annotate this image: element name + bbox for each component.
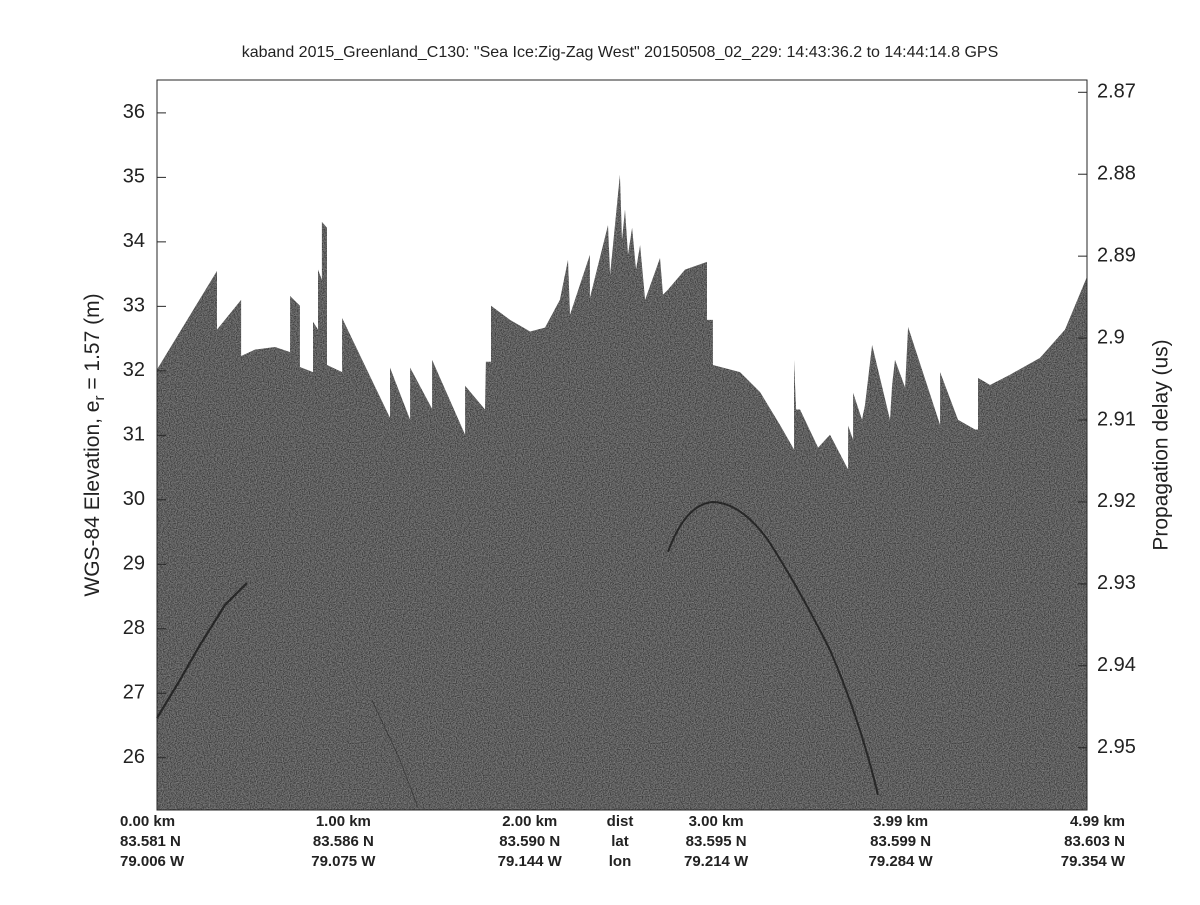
lon-label: 79.214 W [684,853,749,870]
lat-label: 83.586 N [313,833,374,850]
y2-tick-label: 2.88 [1097,163,1136,185]
y-label-subscript: r [91,396,108,401]
lat-label: 83.599 N [870,833,931,850]
y-tick-label: 29 [123,553,145,575]
row-label: lon [609,853,632,870]
y-tick-label: 30 [123,488,145,510]
y-tick-label: 31 [123,424,145,446]
lon-label: 79.284 W [869,853,934,870]
x-tick-label: 2.00 km [502,813,557,830]
x-tick-label: 4.99 km [1070,813,1125,830]
x-tick-label: 3.99 km [873,813,928,830]
y2-tick-label: 2.9 [1097,326,1125,348]
y2-axis-label: Propagation delay (us) [1150,339,1173,550]
y-tick-label: 26 [123,746,145,768]
echo-trace [667,500,879,796]
y-tick-label: 33 [123,295,145,317]
chart-title: kaband 2015_Greenland_C130: "Sea Ice:Zig… [242,44,999,61]
y-axis-label: WGS-84 Elevation, er = 1.57 (m) [81,293,108,596]
echogram-surface [157,174,1087,811]
lat-label: 83.595 N [686,833,747,850]
lon-label: 79.354 W [1061,853,1126,870]
y2-tick-label: 2.87 [1097,81,1136,103]
x-tick-label: 0.00 km [120,813,175,830]
row-label: lat [611,833,629,850]
x-tick-label: 1.00 km [316,813,371,830]
y-tick-label: 28 [123,617,145,639]
y-label-text: WGS-84 Elevation, e [81,401,104,597]
echo-features [156,500,879,809]
x-tick-label: 3.00 km [689,813,744,830]
y-tick-label: 36 [123,101,145,123]
lat-label: 83.590 N [499,833,560,850]
row-label: dist [607,813,634,830]
y2-tick-label: 2.95 [1097,736,1136,758]
lat-label: 83.603 N [1064,833,1125,850]
lon-label: 79.144 W [498,853,563,870]
y2-tick-label: 2.92 [1097,490,1136,512]
y-tick-label: 34 [123,230,145,252]
y2-tick-label: 2.93 [1097,572,1136,594]
plot-frame [156,79,1088,811]
y2-tick-label: 2.89 [1097,244,1136,266]
lon-label: 79.006 W [120,853,185,870]
echo-trace [371,699,419,809]
y2-tick-label: 2.94 [1097,654,1136,676]
lat-label: 83.581 N [120,833,181,850]
y-tick-label: 32 [123,359,145,381]
y-label-suffix: = 1.57 (m) [81,293,104,395]
y-tick-label: 35 [123,166,145,188]
y-tick-label: 27 [123,682,145,704]
echo-trace [156,582,248,719]
y2-tick-label: 2.91 [1097,408,1136,430]
lon-label: 79.075 W [311,853,376,870]
